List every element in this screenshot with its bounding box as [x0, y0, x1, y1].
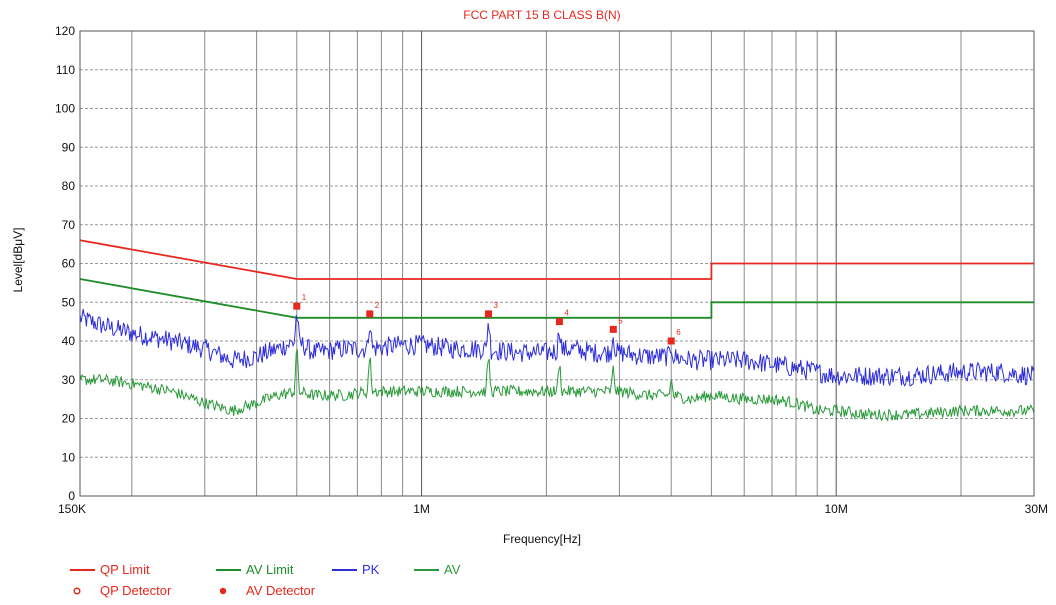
peak-marker-label: 4: [564, 309, 569, 318]
peak-marker: [609, 325, 617, 333]
peak-marker: [667, 337, 675, 345]
peak-marker: [555, 318, 563, 326]
y-tick-label: 0: [68, 489, 75, 503]
series-qp-limit-line: [79, 239, 1034, 280]
x-tick-label: 10M: [825, 502, 848, 516]
legend-av-detector-label: AV Detector: [246, 583, 316, 598]
legend-qp-detector-label: QP Detector: [100, 583, 172, 598]
legend-qp-limit-label: QP Limit: [100, 562, 150, 577]
plot-frame: [79, 30, 1035, 497]
x-tick-label: 150K: [58, 502, 86, 516]
legend-qp-detector-swatch: [73, 587, 81, 595]
y-tick-label: 50: [62, 295, 76, 309]
y-tick-label: 120: [55, 24, 75, 38]
legend-av-limit-label: AV Limit: [246, 562, 294, 577]
legend-pk-label: PK: [362, 562, 380, 577]
y-tick-label: 60: [62, 257, 76, 271]
x-tick-label: 30M: [1025, 502, 1048, 516]
y-axis-label: Level[dBμV]: [11, 228, 25, 293]
y-tick-label: 30: [62, 373, 76, 387]
peak-marker: [293, 302, 301, 310]
legend-av-label: AV: [444, 562, 461, 577]
y-tick-label: 40: [62, 334, 76, 348]
legend-av-detector-swatch: [219, 587, 227, 595]
y-tick-label: 20: [62, 412, 76, 426]
y-tick-label: 100: [55, 102, 75, 116]
series-lines: [79, 239, 1035, 422]
peak-markers: 1 2 3 4 5 6: [293, 293, 681, 345]
axis-ticks: 0 10 20 30 40 50 60 70 80 90 100 110 120 150K 1M 10M 30M: [55, 24, 1048, 516]
y-tick-label: 70: [62, 218, 76, 232]
series-av-line: [79, 349, 1035, 422]
peak-marker-label: 1: [302, 293, 307, 302]
y-tick-label: 80: [62, 179, 76, 193]
peak-marker: [366, 310, 374, 318]
legend: QP Limit AV Limit PK AV QP Detector AV Detect…: [70, 562, 461, 598]
peak-marker-label: 6: [676, 328, 681, 337]
peak-marker-label: 5: [618, 316, 623, 325]
y-tick-label: 90: [62, 140, 76, 154]
series-av-limit-line: [79, 278, 1034, 319]
peak-marker-label: 2: [375, 301, 380, 310]
series-pk-line: [79, 308, 1035, 387]
x-axis-label: Frequency[Hz]: [503, 532, 581, 546]
chart-title: FCC PART 15 B CLASS B(N): [463, 8, 620, 22]
x-tick-label: 1M: [413, 502, 430, 516]
peak-marker: [484, 310, 492, 318]
y-tick-label: 10: [62, 450, 76, 464]
y-tick-label: 110: [56, 63, 75, 77]
peak-marker-label: 3: [493, 301, 498, 310]
